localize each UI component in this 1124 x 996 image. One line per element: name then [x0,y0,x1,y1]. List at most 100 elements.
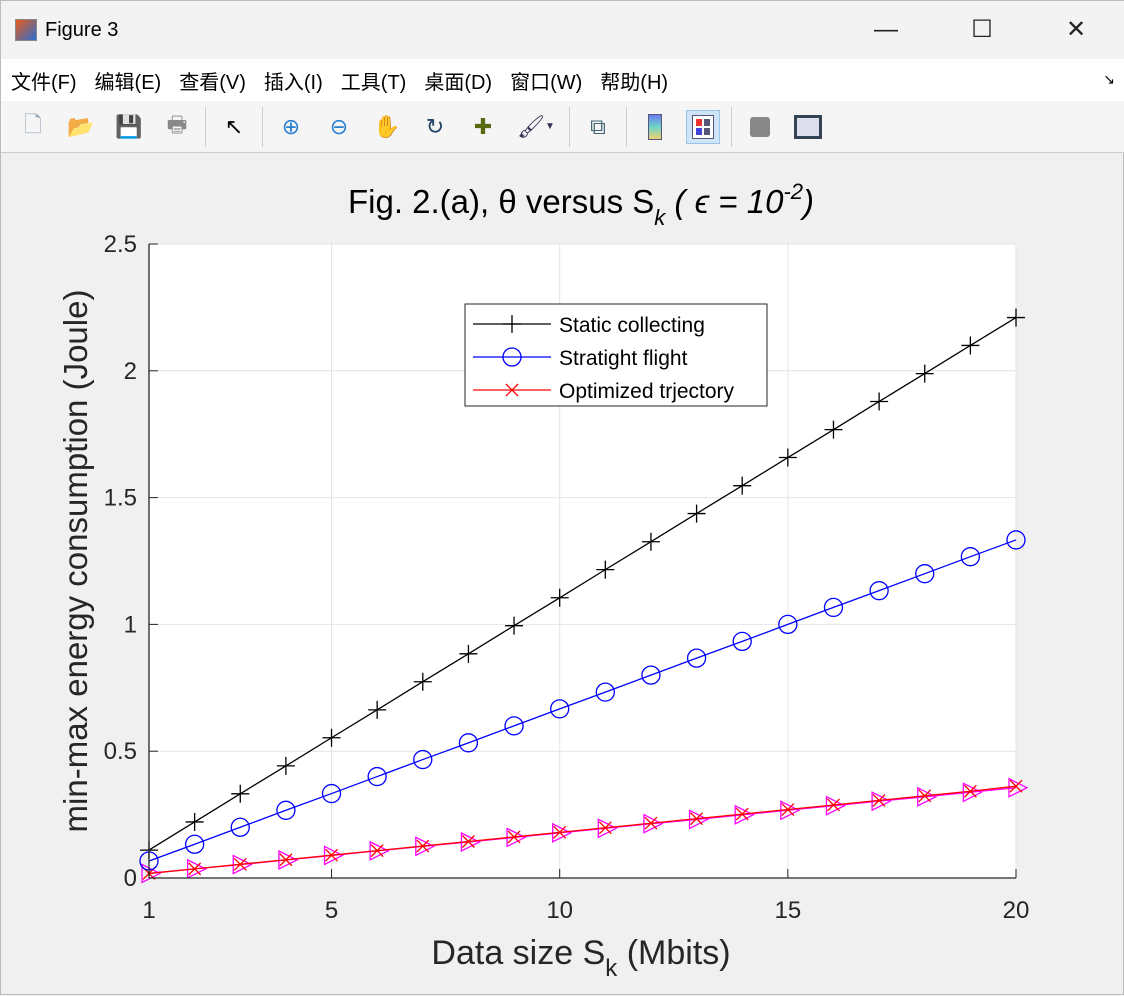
x-marker [827,798,840,812]
plus-marker [503,315,521,333]
minimize-button[interactable]: — [874,16,898,43]
plus-marker [596,560,615,579]
separator [731,106,732,147]
circle-marker [686,648,707,668]
pointer-icon[interactable]: ↖ [224,113,244,139]
legend-label: Stratight flight [559,347,688,370]
x-marker [188,862,202,876]
chart-title: Fig. 2.(a), θ versus Sk ( ϵ = 10-2) [348,179,814,230]
menu-tools[interactable]: 工具(T) [340,71,407,94]
series-line [148,539,1017,862]
x-marker [507,830,521,844]
show-plot-tools-icon[interactable] [791,110,825,144]
matlab-icon [15,19,37,41]
circle-marker [915,564,935,584]
separator [205,106,206,147]
legend-icon[interactable] [686,109,720,144]
circle-marker [184,834,205,854]
x-marker [461,835,475,848]
x-marker [505,383,519,397]
menu-insert[interactable]: 插入(I) [263,71,323,94]
save-icon[interactable]: 💾 [115,113,143,139]
circle-marker [641,665,661,685]
x-marker [370,844,384,858]
triangle-marker [1008,777,1029,798]
circle-marker [321,783,342,804]
circle-marker [413,749,433,770]
menu-view[interactable]: 查看(V) [179,71,246,94]
x-tick-label: 5 [325,897,338,924]
circle-marker [276,800,296,820]
circle-marker [230,817,250,837]
circle-marker [1006,530,1026,550]
plus-marker [276,756,295,775]
legend-label: Optimized trjectory [559,380,735,403]
circle-marker [550,699,570,719]
x-tick-label: 15 [774,897,801,924]
circle-marker [502,347,522,367]
print-icon[interactable]: 🖶 [166,111,188,137]
separator [569,106,570,147]
y-tick-label: 2.5 [104,231,137,258]
dock-arrow-icon[interactable]: ↘ [1103,71,1115,87]
circle-marker [504,716,524,736]
y-tick-label: 0.5 [104,738,137,765]
series-line [148,785,1017,875]
y-axis-label: min-max energy consumption (Joule) [57,290,94,833]
plus-marker [459,644,478,663]
circle-marker [960,547,981,567]
y-tick-label: 2 [124,358,137,385]
plus-marker [687,504,706,523]
series-optimized-trjectory [142,779,1023,880]
menu-window[interactable]: 窗口(W) [510,71,583,94]
menu-help[interactable]: 帮助(H) [600,71,669,94]
menu-desktop[interactable]: 桌面(D) [424,71,493,94]
menu-bar: 文件(F) 编辑(E) 查看(V) 插入(I) 工具(T) 桌面(D) 窗口(W… [1,59,1124,101]
x-marker [325,848,338,862]
rotate-3d-icon[interactable]: ↻ [425,113,445,139]
zoom-out-icon[interactable]: ⊖ [329,113,349,139]
brush-icon[interactable]: 🖌 ▼ [517,113,555,139]
x-marker [963,784,977,798]
plus-marker [550,588,569,607]
circle-marker [595,682,615,702]
plus-marker [778,448,797,467]
plus-marker [824,420,843,439]
new-file-icon[interactable]: 🗋 [24,111,42,137]
colorbar-icon[interactable] [638,110,672,144]
plus-marker [413,672,432,691]
close-button[interactable]: ✕ [1065,16,1087,43]
separator [262,106,263,147]
x-marker [416,839,430,853]
pan-hand-icon[interactable]: ✋ [373,113,401,139]
separator [626,106,627,147]
plus-marker [185,812,204,831]
menu-edit[interactable]: 编辑(E) [94,71,162,94]
plus-marker [368,700,387,719]
menu-file[interactable]: 文件(F) [11,71,77,94]
x-marker [644,816,658,830]
data-cursor-icon[interactable]: ✚ [473,113,493,139]
link-plot-icon[interactable]: ⧉ [590,113,606,139]
circle-marker [367,766,387,787]
plus-marker [1007,308,1025,327]
zoom-in-icon[interactable]: ⊕ [281,113,301,139]
x-axis-label: Data size Sk (Mbits) [431,934,730,982]
title-bar: Figure 3 — ☐ ✕ [1,1,1124,59]
hide-plot-tools-icon[interactable] [743,110,777,144]
series-group [139,308,1029,884]
y-tick-label: 0 [124,865,137,892]
open-folder-icon[interactable]: 📂 [67,113,95,139]
x-marker [233,857,247,871]
series-line [148,316,1017,851]
circle-marker [823,597,844,618]
circle-marker [778,614,798,635]
x-marker [918,789,932,803]
plus-marker [915,364,934,383]
legend[interactable]: Static collecting Stratight flight Optimiz… [464,303,768,407]
maximize-button[interactable]: ☐ [971,16,993,43]
x-marker [690,812,704,826]
x-marker [872,793,886,807]
